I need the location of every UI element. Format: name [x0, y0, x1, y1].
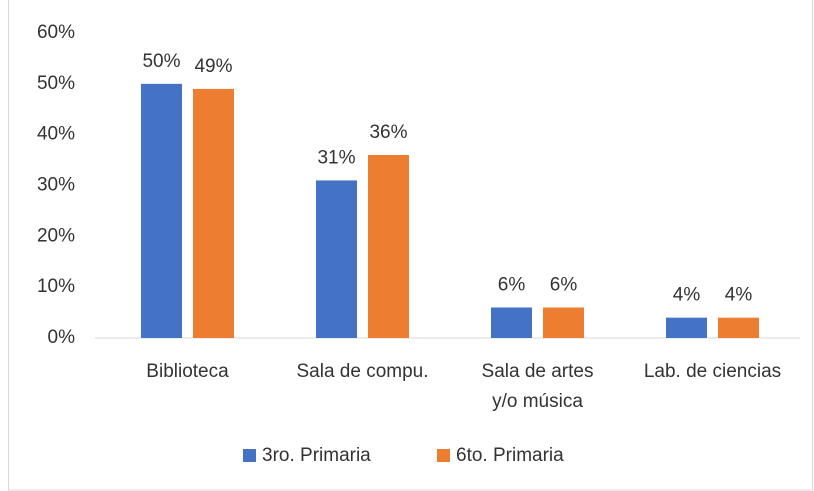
y-tick-label: 60% — [37, 22, 75, 43]
data-label: 4% — [673, 285, 701, 306]
data-label: 31% — [317, 147, 355, 168]
bar — [718, 317, 759, 338]
y-tick-label: 0% — [48, 327, 76, 348]
bar — [316, 180, 357, 338]
data-label: 36% — [369, 122, 407, 143]
y-tick-label: 30% — [37, 175, 75, 196]
bar — [193, 88, 234, 339]
y-tick-label: 20% — [37, 225, 75, 246]
bar — [666, 317, 707, 338]
y-tick-label: 10% — [37, 276, 75, 297]
legend-label: 3ro. Primaria — [262, 445, 371, 466]
x-tick-label: Sala de compu. — [296, 361, 428, 382]
legend-swatch — [243, 449, 256, 462]
bar — [141, 83, 182, 338]
legend-label: 6to. Primaria — [456, 445, 564, 466]
chart-frame — [8, 0, 813, 491]
bar — [491, 307, 532, 338]
legend-swatch — [437, 449, 450, 462]
x-tick-label: Biblioteca — [146, 361, 229, 382]
data-label: 6% — [550, 275, 578, 296]
x-tick-label: Sala de artes y/o música — [482, 361, 594, 412]
y-tick-label: 50% — [37, 73, 75, 94]
y-tick-label: 40% — [37, 124, 75, 145]
bar — [368, 155, 409, 338]
bar — [543, 307, 584, 338]
data-label: 49% — [194, 56, 232, 77]
data-label: 4% — [725, 285, 753, 306]
data-label: 6% — [498, 275, 526, 296]
data-label: 50% — [142, 51, 180, 72]
x-tick-label: Lab. de ciencias — [644, 361, 781, 382]
